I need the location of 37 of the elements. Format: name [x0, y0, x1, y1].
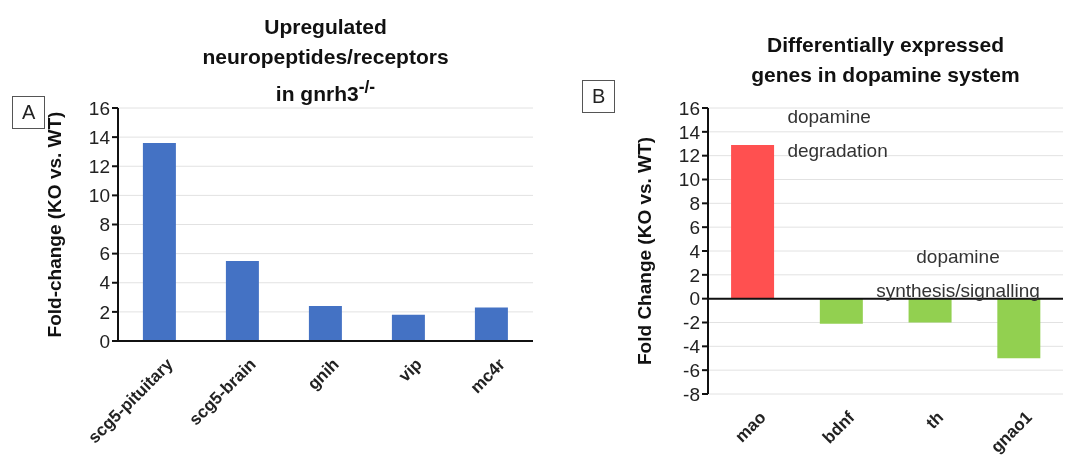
y-tick-label: 14	[88, 126, 111, 148]
chart-title: Upregulated neuropeptides/receptors in gnrh3$^{-/-}$	[201, 14, 450, 107]
y-tick-label: 6	[99, 243, 110, 265]
y-tick-label: 10	[88, 185, 110, 207]
x-tick-label: th	[922, 407, 948, 433]
y-tick-label: 8	[689, 193, 700, 215]
chart-title: Differentially expressed genes in dopamine system	[750, 32, 1021, 88]
bar	[391, 314, 425, 341]
x-tick-label: vip	[394, 354, 426, 386]
y-tick-label: 0	[99, 330, 110, 352]
y-tick-label: 8	[99, 214, 110, 236]
y-tick-label: 16	[88, 97, 110, 119]
y-tick-label: -4	[683, 336, 701, 358]
y-tick-label: -8	[683, 383, 700, 405]
bar	[142, 142, 176, 341]
y-tick-label: 2	[99, 301, 110, 323]
y-tick-label: 6	[689, 216, 700, 238]
annotation: dopamine synthesis/signalling	[875, 245, 1041, 303]
bar	[308, 306, 342, 341]
y-tick-label: 12	[88, 155, 110, 177]
bar	[474, 307, 508, 341]
text: A	[12, 96, 46, 129]
y-tick-label: -2	[683, 312, 700, 334]
y-tick-label: 2	[689, 264, 700, 286]
y-tick-label: 10	[678, 169, 700, 191]
y-axis-title: Fold-change (KO vs. WT)	[43, 111, 65, 338]
annotation: dopamine degradation	[787, 105, 888, 161]
y-tick-label: 12	[678, 145, 700, 167]
y-axis-title: Fold Change (KO vs. WT)	[633, 137, 655, 365]
y-tick-label: 4	[99, 272, 111, 294]
text: B	[582, 80, 616, 113]
y-tick-label: 0	[689, 288, 700, 310]
bar	[225, 260, 259, 341]
y-tick-label: 4	[689, 240, 701, 262]
y-tick-label: 16	[678, 97, 700, 119]
y-tick-label: 14	[678, 121, 701, 143]
y-tick-label: -6	[683, 359, 700, 381]
